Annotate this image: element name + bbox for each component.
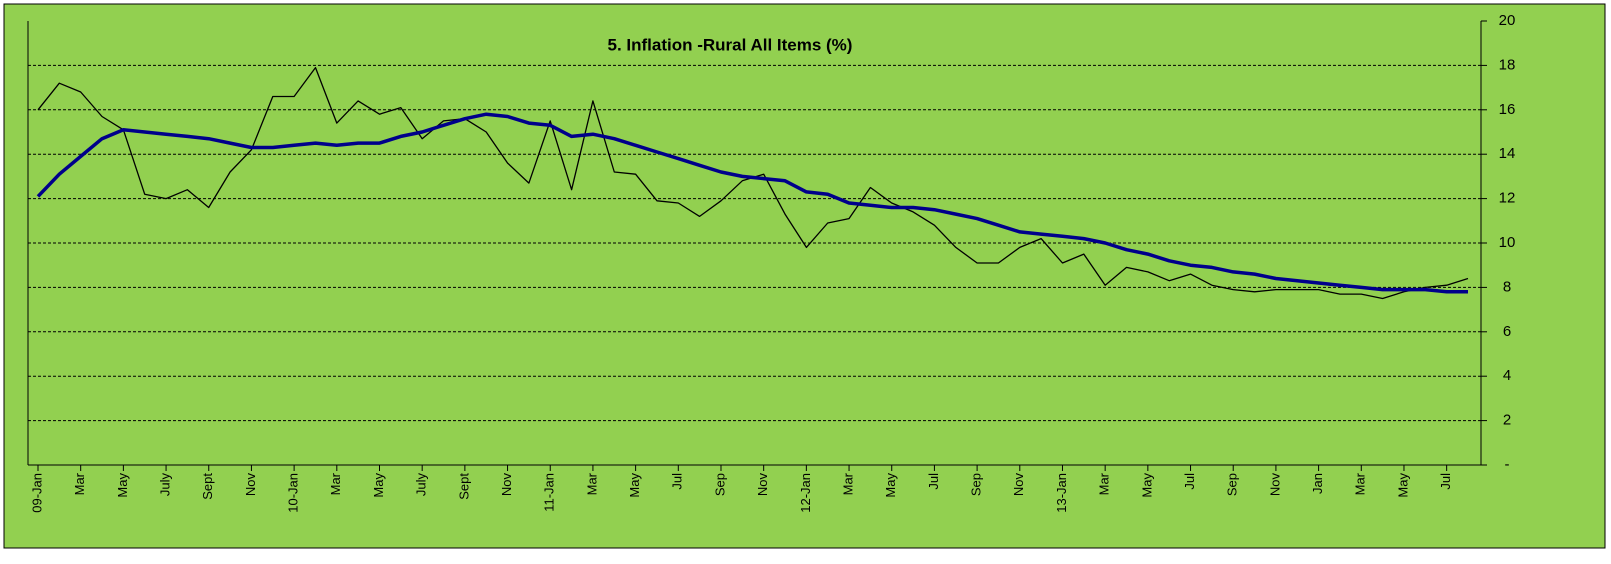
y-tick-label: 16 [1499,101,1516,118]
series-line [36,112,1468,294]
x-tick-label: 13-Jan [1054,473,1069,513]
y-tick-label: 2 [1503,412,1511,429]
x-tick-label: May [883,473,898,498]
x-tick-label: Mar [840,472,855,495]
y-tick-label: 18 [1499,56,1516,73]
y-tick-label: 14 [1499,145,1516,162]
y-tick-label: 10 [1499,234,1516,251]
x-tick-label: May [371,473,386,498]
y-tick-label: 20 [1499,12,1516,29]
x-tick-label: Mar [1353,472,1368,495]
x-tick-label: 11-Jan [542,473,557,512]
chart-title: 5. Inflation -Rural All Items (%) [608,35,853,54]
x-tick-label: Mar [328,472,343,495]
x-tick-label: Sep [712,473,727,496]
x-tick-label: Sept [200,473,215,500]
x-tick-label: Jan [1310,473,1325,494]
x-tick-label: May [1139,473,1154,498]
y-tick-label: 6 [1503,323,1511,340]
x-tick-label: May [1395,473,1410,498]
x-tick-label: Nov [1267,473,1282,497]
x-tick-label: Sep [969,473,984,496]
x-tick-label: Nov [499,473,514,497]
x-tick-label: Nov [755,473,770,497]
x-tick-label: May [627,473,642,498]
x-tick-label: July [414,473,429,497]
chart-background [3,3,1606,549]
x-tick-label: 09-Jan [29,473,44,513]
x-tick-label: 12-Jan [798,473,813,513]
x-tick-label: Mar [72,472,87,495]
y-tick-label: 8 [1503,278,1511,295]
x-tick-label: Mar [584,472,599,495]
x-tick-label: Mar [1097,472,1112,495]
x-tick-label: Nov [243,473,258,497]
x-tick-label: Jul [670,473,685,490]
x-tick-label: 10-Jan [286,473,301,513]
x-tick-label: Jul [1182,473,1197,490]
y-tick-label: 4 [1503,367,1511,384]
x-tick-label: Nov [1011,473,1026,497]
x-tick-label: Jul [1438,473,1453,490]
x-tick-label: July [157,473,172,497]
y-tick-label: - [1505,456,1510,473]
x-tick-label: Jul [926,473,941,490]
x-tick-label: May [115,473,130,498]
x-tick-label: Sept [456,473,471,500]
x-tick-label: Sep [1225,473,1240,496]
y-tick-label: 12 [1499,190,1516,207]
